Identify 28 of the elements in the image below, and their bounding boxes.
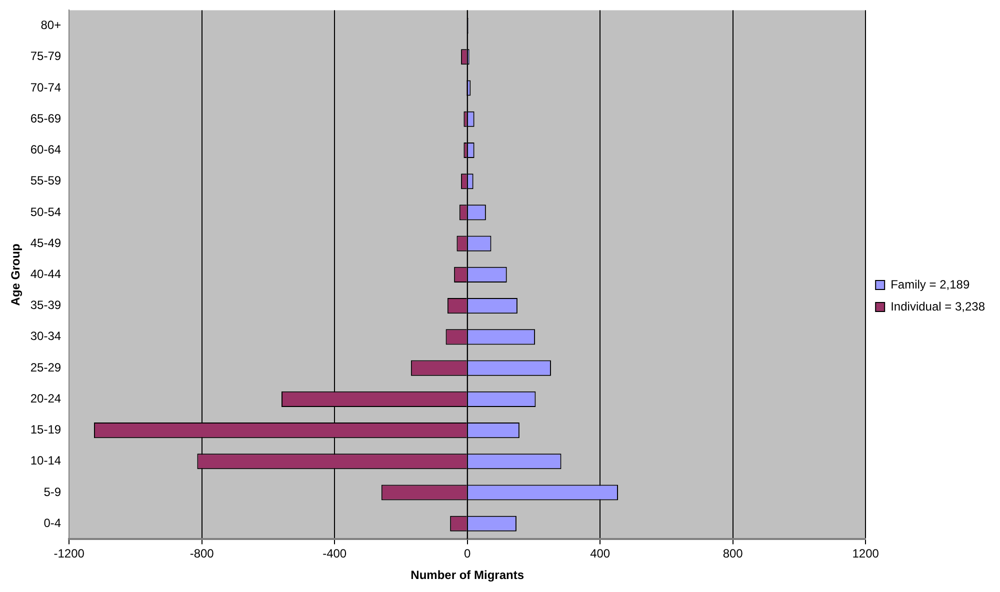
y-tick-label: 65-69: [30, 111, 62, 126]
y-axis-title: Age Group: [8, 244, 23, 306]
legend-label: Individual = 3,238: [890, 299, 986, 314]
x-axis-title: Number of Migrants: [410, 568, 524, 582]
x-tick-label: 1200: [852, 546, 880, 561]
y-tick-label: 25-29: [30, 360, 62, 374]
y-tick-label: 15-19: [30, 422, 62, 437]
y-tick-label: 60-64: [30, 142, 62, 157]
y-tick-label: 30-34: [30, 329, 62, 344]
y-tick-label: 0-4: [44, 516, 62, 530]
legend-label: Family = 2,189: [890, 277, 970, 292]
x-tick-label: -1200: [54, 546, 85, 561]
y-tick-label: 50-54: [30, 204, 62, 219]
y-tick-label: 80+: [40, 18, 62, 32]
y-tick-label: 70-74: [30, 80, 62, 94]
y-tick-label: 5-9: [44, 484, 62, 499]
y-tick-label: 20-24: [30, 391, 62, 406]
x-tick-label: -400: [322, 546, 347, 561]
y-tick-label: 75-79: [30, 49, 62, 64]
y-tick-label: 10-14: [30, 454, 62, 468]
x-tick-label: 800: [722, 546, 744, 561]
x-tick-label: 400: [590, 546, 610, 561]
y-tick-label: 35-39: [30, 298, 62, 312]
x-tick-label: 0: [464, 546, 471, 561]
y-tick-label: 40-44: [30, 267, 62, 282]
y-tick-label: 55-59: [30, 174, 62, 188]
x-tick-label: -800: [190, 546, 214, 561]
y-tick-label: 45-49: [30, 236, 62, 250]
